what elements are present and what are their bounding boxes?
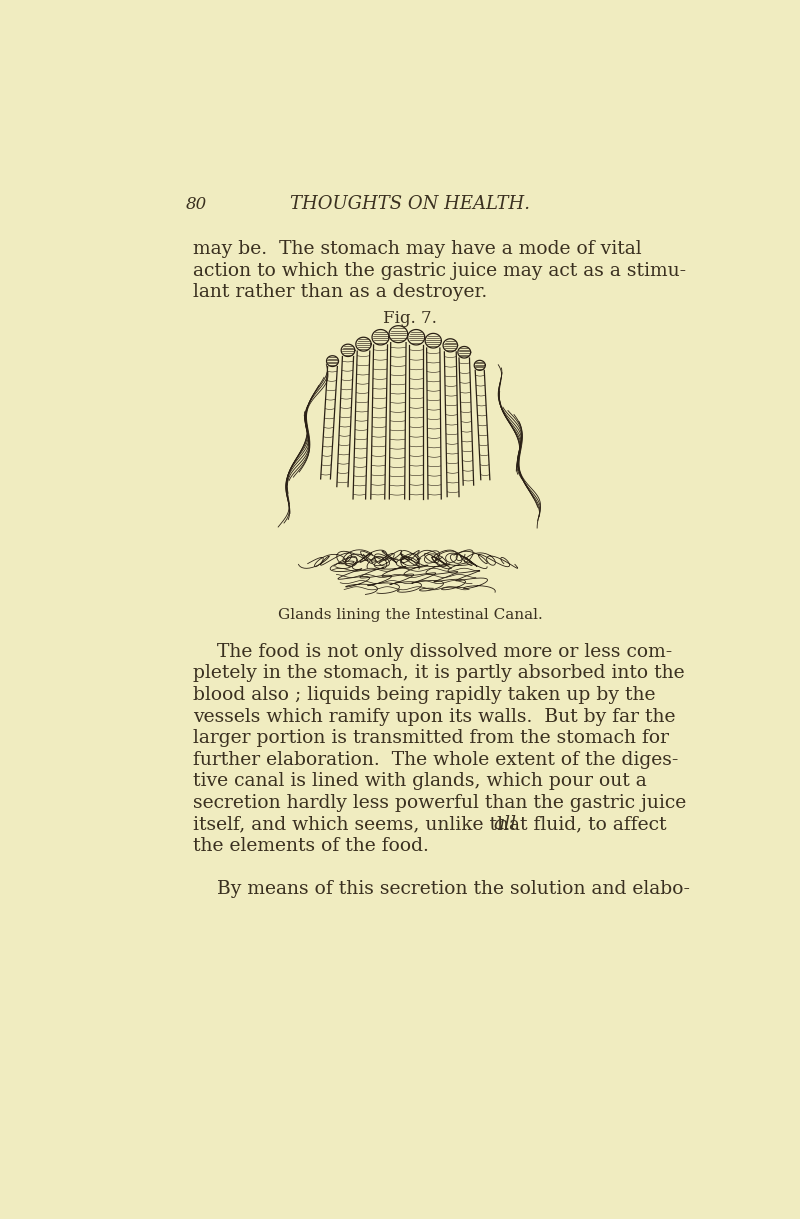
Text: blood also ; liquids being rapidly taken up by the: blood also ; liquids being rapidly taken… xyxy=(193,686,655,705)
Text: The food is not only dissolved more or less com-: The food is not only dissolved more or l… xyxy=(193,642,672,661)
Text: vessels which ramify upon its walls.  But by far the: vessels which ramify upon its walls. But… xyxy=(193,707,675,725)
Text: secretion hardly less powerful than the gastric juice: secretion hardly less powerful than the … xyxy=(193,794,686,812)
Text: larger portion is transmitted from the stomach for: larger portion is transmitted from the s… xyxy=(193,729,669,747)
Text: itself, and which seems, unlike that fluid, to affect: itself, and which seems, unlike that flu… xyxy=(193,816,673,834)
Text: lant rather than as a destroyer.: lant rather than as a destroyer. xyxy=(193,283,487,301)
Text: pletely in the stomach, it is partly absorbed into the: pletely in the stomach, it is partly abs… xyxy=(193,664,685,683)
Text: 80: 80 xyxy=(186,195,206,212)
Text: By means of this secretion the solution and elabo-: By means of this secretion the solution … xyxy=(193,880,690,898)
Text: further elaboration.  The whole extent of the diges-: further elaboration. The whole extent of… xyxy=(193,751,678,769)
Text: tive canal is lined with glands, which pour out a: tive canal is lined with glands, which p… xyxy=(193,773,646,790)
Text: may be.  The stomach may have a mode of vital: may be. The stomach may have a mode of v… xyxy=(193,240,642,258)
Text: all: all xyxy=(494,816,517,834)
Text: THOUGHTS ON HEALTH.: THOUGHTS ON HEALTH. xyxy=(290,195,530,213)
Text: Glands lining the Intestinal Canal.: Glands lining the Intestinal Canal. xyxy=(278,608,542,622)
Text: the elements of the food.: the elements of the food. xyxy=(193,837,429,855)
Text: Fig. 7.: Fig. 7. xyxy=(383,310,437,327)
Text: action to which the gastric juice may act as a stimu-: action to which the gastric juice may ac… xyxy=(193,262,686,280)
